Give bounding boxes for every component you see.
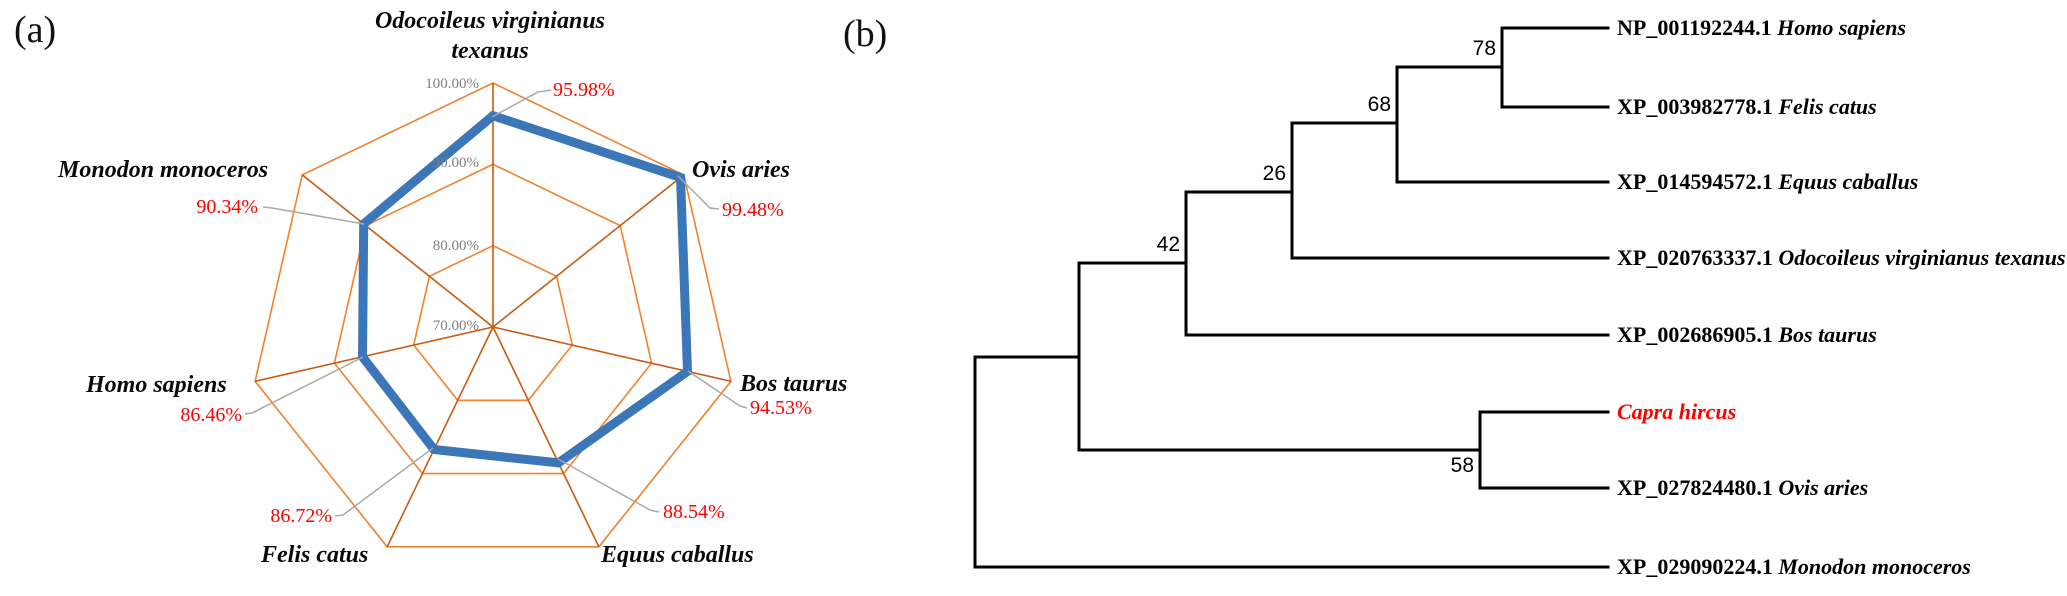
radar-category-label: Bos taurus [740,371,848,397]
bootstrap-value-label: 42 [1156,233,1180,256]
radar-axis-tick: 90.00% [432,155,479,171]
radar-grid-spoke [492,326,600,548]
radar-value-label: 99.48% [722,199,784,221]
radar-category-label: Homo sapiens [86,372,227,398]
value-leader-line [262,206,365,225]
leaf-species: Monodon monoceros [1778,554,1971,579]
radar-category-label: Monodon monoceros [58,157,269,183]
tree-branches [973,26,1610,569]
leaf-accession: XP_014594572.1 [1617,169,1773,194]
leaf-accession: XP_027824480.1 [1617,475,1773,500]
panel-b-tag: (b) [843,13,888,55]
value-leader-line [687,370,748,409]
tree-leaf-label: XP_002686905.1 Bos taurus [1617,320,1877,350]
value-leader-line [491,89,552,118]
leaf-species: Felis catus [1778,94,1877,119]
bootstrap-value-label: 78 [1472,37,1496,60]
tree-leaf-label: XP_003982778.1 Felis catus [1617,92,1877,122]
radar-axis-tick: 70.00% [432,318,479,334]
radar-grid-spoke [301,174,494,328]
radar-value-label: 94.53% [750,397,812,419]
leaf-accession: XP_029090224.1 [1617,554,1773,579]
leaf-accession: XP_020763337.1 [1617,245,1773,270]
leaf-species: Capra hircus [1617,399,1737,424]
bootstrap-value-label: 68 [1367,93,1391,116]
bootstrap-value-label: 58 [1450,454,1474,477]
radar-category-label: Odocoileus virginianus texanus [374,8,606,64]
value-leader-line [677,175,720,210]
bootstrap-value-label: 26 [1262,162,1286,185]
leaf-accession: XP_003982778.1 [1617,94,1773,119]
value-leader-line [557,458,660,513]
tree-leaf-label: NP_001192244.1 Homo sapiens [1617,13,1906,43]
panel-a-tag: (a) [14,9,57,51]
radar-grid-spoke [492,326,732,383]
radar-value-label: 95.98% [553,79,615,101]
radar-category-label: Equus caballus [601,542,754,568]
radar-grid-spoke [492,174,685,328]
leaf-species: Homo sapiens [1777,15,1907,40]
leaf-species: Equus caballus [1778,169,1919,194]
radar-value-label: 90.34% [196,196,258,218]
tree-leaf-label: XP_027824480.1 Ovis aries [1617,473,1868,503]
radar-category-label: Ovis aries [692,157,790,183]
leaf-accession: NP_001192244.1 [1617,15,1772,40]
tree-leaf-label: XP_020763337.1 Odocoileus virginianus te… [1617,243,2066,273]
leaf-accession: XP_002686905.1 [1617,322,1773,347]
value-leader-line [334,447,434,517]
radar-grid-spoke [386,326,494,548]
leaf-species: Odocoileus virginianus texanus [1778,245,2066,270]
radar-axis-tick: 100.00% [425,76,479,92]
radar-grid-spoke [254,326,494,383]
radar-value-label: 86.46% [180,404,242,426]
radar-grid-ring [412,244,574,402]
tree-leaf-label: XP_029090224.1 Monodon monoceros [1617,552,1971,582]
radar-series-line [357,110,693,468]
radar-grid-ring [254,82,732,548]
leaf-species: Ovis aries [1778,475,1869,500]
tree-leaf-label: Capra hircus [1617,397,1736,427]
radar-value-label: 86.72% [270,505,332,527]
radar-axis-tick: 80.00% [432,238,479,254]
tree-leaf-label: XP_014594572.1 Equus caballus [1617,167,1918,197]
leaf-species: Bos taurus [1778,322,1877,347]
value-leader-line [244,356,364,415]
radar-category-label: Felis catus [261,542,369,568]
radar-value-label: 88.54% [663,501,725,523]
